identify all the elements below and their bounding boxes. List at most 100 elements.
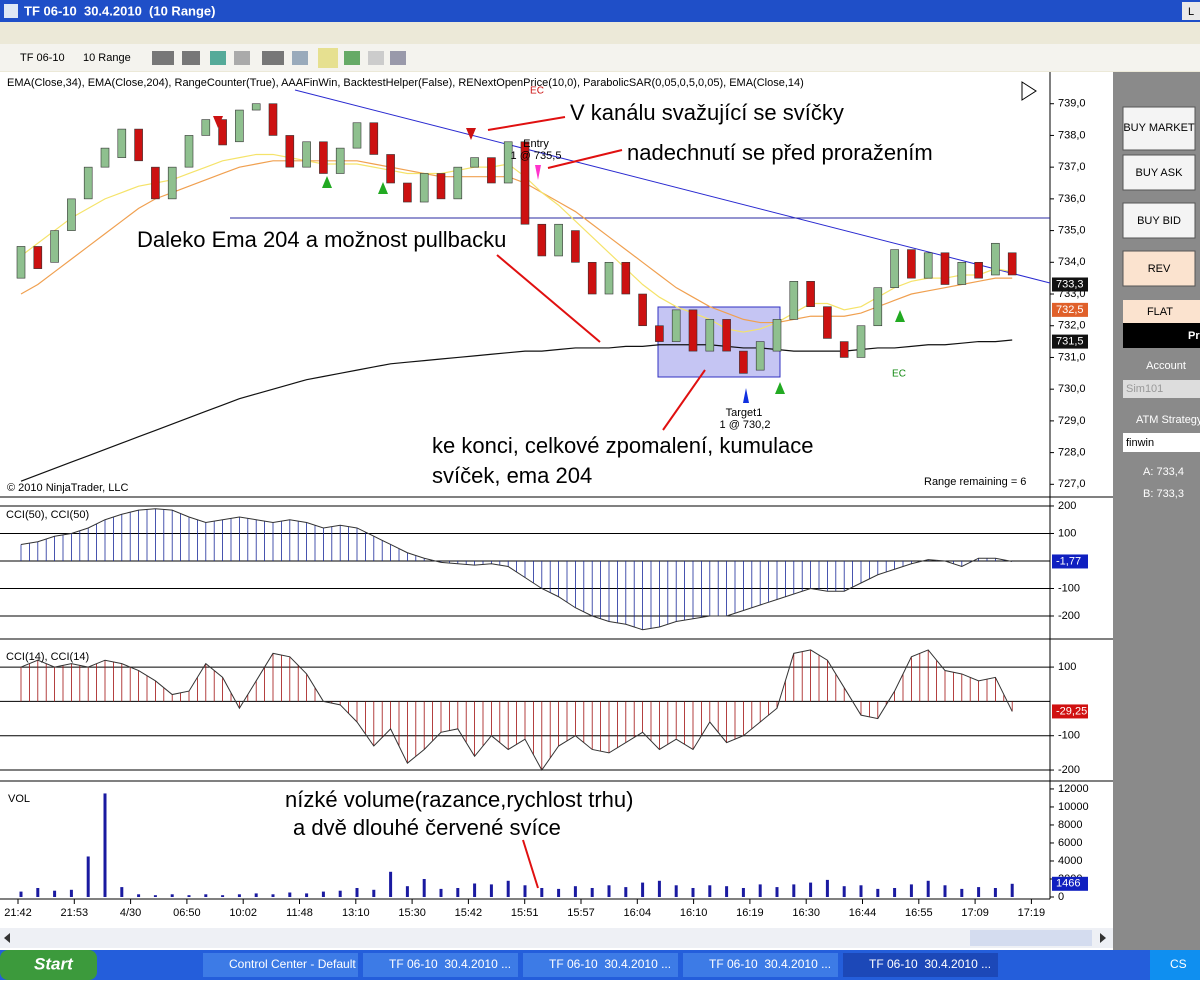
- y-tick-label: 736,0: [1058, 193, 1086, 205]
- play-icon[interactable]: [1021, 81, 1037, 101]
- y-tick-label: 730,0: [1058, 383, 1086, 395]
- candle: [671, 309, 681, 342]
- panel-borders: [0, 72, 1113, 900]
- task-label: TF 06-10 30.4.2010 ...: [869, 957, 991, 971]
- instrument: TF 06-10: [20, 52, 65, 64]
- candle: [403, 182, 412, 203]
- icon[interactable]: [262, 51, 284, 65]
- oscillator-line: [20, 649, 1013, 771]
- range-remaining: Range remaining = 6: [924, 476, 1026, 488]
- start-button[interactable]: [0, 950, 97, 980]
- icon[interactable]: [292, 51, 308, 65]
- arrow: [662, 369, 706, 431]
- button-label: REV: [1148, 263, 1171, 275]
- volume-bar: [439, 888, 443, 897]
- button-label: BUY ASK: [1136, 167, 1184, 179]
- task-button[interactable]: [523, 953, 678, 977]
- panel-label: CCI(50), CCI(50): [6, 509, 89, 521]
- candle: [705, 319, 715, 352]
- x-tick-label: 16:44: [849, 907, 877, 919]
- atm-select[interactable]: [1123, 433, 1200, 452]
- signal-arrow: [775, 382, 785, 394]
- icon[interactable]: [182, 51, 200, 65]
- entry-arrow: [535, 165, 541, 180]
- corner-button[interactable]: [1182, 2, 1200, 20]
- candle: [974, 261, 983, 279]
- volume-bar: [53, 890, 57, 897]
- y-tick-label: 735,0: [1058, 224, 1086, 236]
- rev-button[interactable]: [1122, 250, 1196, 287]
- candle: [50, 230, 59, 263]
- account-select[interactable]: [1123, 380, 1200, 398]
- start-label: Start: [34, 954, 74, 973]
- volume-bar: [590, 887, 594, 897]
- y-tick-label: 727,0: [1058, 478, 1086, 490]
- candle: [604, 261, 614, 295]
- volume-bar: [456, 887, 460, 897]
- candle: [722, 319, 731, 352]
- task-button[interactable]: [363, 953, 518, 977]
- pnl: Pr: [1188, 330, 1200, 342]
- icon[interactable]: [368, 51, 384, 65]
- y-tick-label: 10000: [1058, 801, 1089, 813]
- scrollbar[interactable]: [0, 928, 1113, 948]
- volume-bar: [708, 885, 712, 897]
- volume-bar: [909, 884, 913, 897]
- indicator-label: EMA(Close,34), EMA(Close,204), RangeCoun…: [7, 77, 804, 89]
- volume-bar: [473, 883, 477, 897]
- scroll-left[interactable]: [4, 933, 10, 943]
- scroll-thumb[interactable]: [970, 930, 1092, 946]
- annotation: V kanálu svažující se svíčky: [570, 100, 844, 125]
- candle: [251, 103, 261, 111]
- candle: [823, 306, 832, 339]
- candle: [520, 141, 530, 225]
- value-tag-label: 1466: [1056, 878, 1080, 890]
- buy-market-button[interactable]: [1122, 106, 1196, 151]
- volume-bar: [859, 885, 863, 897]
- volume-bar: [271, 894, 275, 897]
- panel-label: VOL: [8, 793, 30, 805]
- instrument-select[interactable]: [14, 48, 78, 68]
- buy-ask-button[interactable]: [1122, 154, 1196, 191]
- tray: [1150, 950, 1200, 980]
- icon[interactable]: [234, 51, 250, 65]
- y-tick-label: 728,0: [1058, 447, 1086, 459]
- y-tick-label: -100: [1058, 730, 1080, 742]
- candle: [201, 119, 211, 136]
- scroll-right[interactable]: [1100, 933, 1106, 943]
- icon[interactable]: [344, 51, 360, 65]
- task-button[interactable]: [683, 953, 838, 977]
- y-tick-label: 8000: [1058, 819, 1082, 831]
- task-button[interactable]: [843, 953, 998, 977]
- panel-label: CCI(14), CCI(14): [6, 651, 89, 663]
- annotation: svíček, ema 204: [432, 463, 592, 488]
- volume-bar: [641, 882, 645, 897]
- icon[interactable]: [318, 48, 338, 68]
- volume-bar: [489, 884, 493, 897]
- candle: [571, 230, 580, 263]
- volume-bar: [523, 885, 527, 897]
- x-tick-label: 21:53: [61, 907, 89, 919]
- candle: [487, 157, 496, 184]
- annotation: nadechnutí se před proražením: [627, 140, 933, 165]
- candle: [503, 141, 513, 184]
- volume-bar: [741, 887, 745, 897]
- buy-bid-button[interactable]: [1122, 202, 1196, 239]
- x-tick-label: 13:10: [342, 907, 370, 919]
- volume-bar: [977, 887, 981, 897]
- candle: [319, 141, 328, 174]
- y-tick-label: 6000: [1058, 837, 1082, 849]
- volume-bar: [36, 887, 40, 897]
- icon[interactable]: [152, 51, 174, 65]
- icon[interactable]: [390, 51, 406, 65]
- period-select[interactable]: [80, 48, 144, 68]
- task-button[interactable]: [203, 953, 358, 977]
- y-tick-label: 100: [1058, 661, 1076, 673]
- signal-arrow: [213, 116, 223, 128]
- volume-bar: [170, 894, 174, 897]
- x-tick-label: 17:09: [961, 907, 989, 919]
- x-tick-label: 15:30: [398, 907, 426, 919]
- icon[interactable]: [210, 51, 226, 65]
- volume-bar: [825, 879, 829, 897]
- y-tick-label: -100: [1058, 582, 1080, 594]
